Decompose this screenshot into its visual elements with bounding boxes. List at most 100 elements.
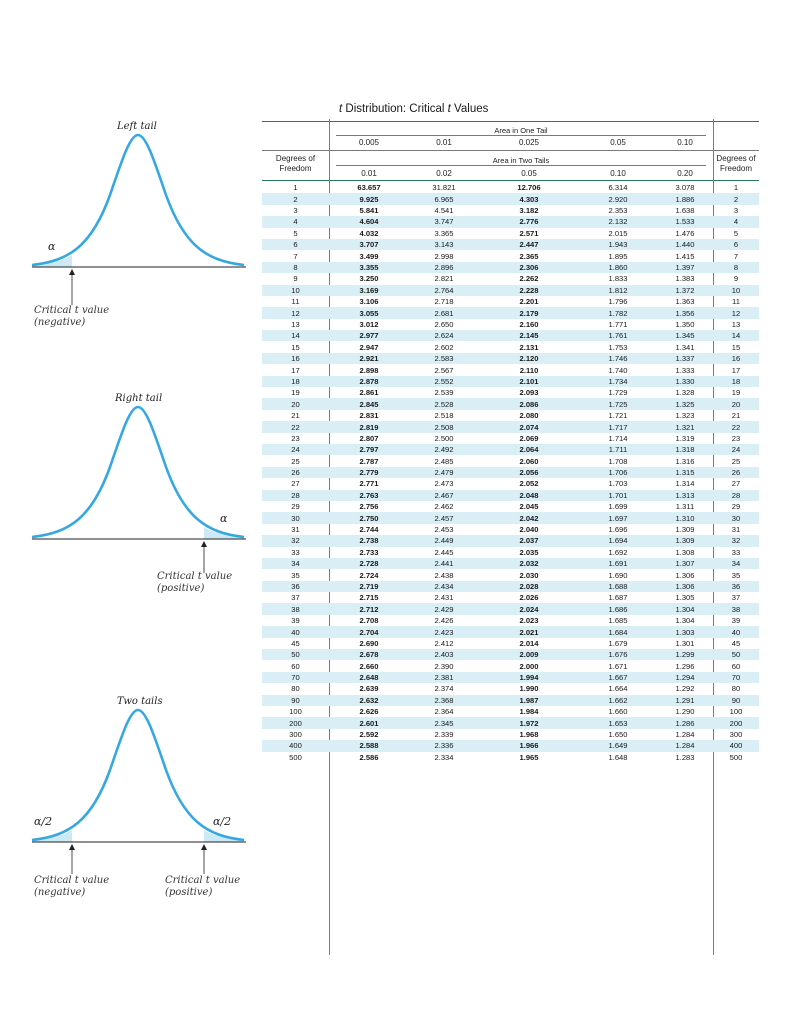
- cell-t-001: 2.492: [434, 445, 454, 455]
- two-tail-underline: [336, 165, 706, 166]
- cell-t-001: 2.390: [434, 661, 454, 671]
- cell-t-005: 1.662: [608, 695, 628, 705]
- cell-t-0025: 1.990: [519, 684, 539, 694]
- cell-t-0005: 2.712: [359, 604, 379, 614]
- cell-df: 18: [291, 376, 300, 386]
- cell-t-005: 2.132: [608, 217, 628, 227]
- cell-t-001: 2.821: [434, 274, 454, 284]
- cell-t-0005: 5.841: [359, 206, 379, 216]
- cell-t-010: 1.286: [675, 718, 695, 728]
- cell-df-right: 35: [731, 570, 741, 580]
- two-tail-caption-right: Critical t value (positive): [165, 875, 241, 898]
- table-row: 500 2.586 2.334 1.965 1.648 1.283 500: [262, 752, 759, 763]
- cell-t-010: 1.319: [675, 433, 695, 443]
- cell-t-001: 2.441: [434, 559, 454, 569]
- cell-df: 14: [291, 331, 300, 341]
- table-row: 400 2.588 2.336 1.966 1.649 1.284 400: [262, 740, 759, 752]
- table-row: 45 2.690 2.412 2.014 1.679 1.301 45: [262, 638, 759, 649]
- cell-t-0005: 2.592: [359, 730, 379, 740]
- cell-df-right: 13: [731, 319, 741, 329]
- cell-t-0005: 2.831: [359, 411, 379, 421]
- cell-t-001: 2.412: [434, 638, 454, 648]
- cell-t-010: 1.318: [675, 445, 695, 455]
- cell-t-0005: 3.250: [359, 274, 379, 284]
- cell-df: 9: [293, 274, 298, 284]
- cell-t-0005: 4.032: [359, 228, 379, 238]
- cell-t-0025: 12.706: [517, 183, 541, 193]
- cell-df-right: 18: [731, 376, 741, 386]
- cell-t-005: 1.697: [608, 513, 628, 523]
- table-row: 19 2.861 2.539 2.093 1.729 1.328 19: [262, 387, 759, 398]
- cell-t-005: 1.796: [608, 297, 628, 307]
- cell-t-010: 1.313: [675, 490, 695, 500]
- cell-df-right: 100: [729, 707, 743, 717]
- cell-t-005: 1.650: [608, 730, 628, 740]
- cell-t-0025: 2.024: [519, 604, 539, 614]
- cell-t-0005: 3.106: [359, 297, 379, 307]
- table-row: 26 2.779 2.479 2.056 1.706 1.315 26: [262, 466, 759, 479]
- cell-t-0025: 2.030: [519, 570, 539, 580]
- cell-t-0005: 2.704: [359, 627, 379, 637]
- cell-t-0005: 2.715: [359, 593, 379, 603]
- cell-t-0025: 2.042: [519, 513, 539, 523]
- cell-df: 31: [291, 525, 300, 535]
- cell-df: 26: [291, 468, 300, 478]
- table-row: 2 9.925 6.965 4.303 2.920 1.886 2: [262, 193, 759, 205]
- cell-t-0025: 2.023: [519, 616, 539, 626]
- cell-t-001: 2.567: [434, 365, 454, 375]
- cell-t-001: 3.365: [434, 228, 454, 238]
- cell-t-010: 1.333: [675, 365, 695, 375]
- cell-df: 23: [291, 433, 300, 443]
- cell-t-001: 2.528: [434, 399, 454, 409]
- cell-t-005: 1.684: [608, 627, 628, 637]
- left-tail-alpha: α: [48, 240, 56, 253]
- cell-t-010: 1.299: [675, 650, 695, 660]
- cell-t-005: 1.771: [608, 319, 628, 329]
- cell-t-001: 2.718: [434, 297, 454, 307]
- cell-t-001: 2.467: [434, 490, 454, 500]
- cell-t-0005: 2.724: [359, 570, 379, 580]
- table-row: 29 2.756 2.462 2.045 1.699 1.311 29: [262, 501, 759, 512]
- cell-t-010: 1.363: [675, 297, 695, 307]
- cell-df-right: 10: [731, 285, 741, 295]
- two-tail-area-title: Area in Two Tails: [492, 156, 550, 165]
- one-tail-head-2: 0.025: [518, 138, 540, 147]
- cell-t-010: 1.315: [675, 468, 695, 478]
- cell-df-right: 80: [731, 684, 741, 694]
- cell-df-right: 90: [731, 695, 741, 705]
- header-mid-rule: [262, 150, 759, 151]
- cell-df-right: 70: [731, 673, 741, 683]
- cell-t-0005: 2.977: [359, 331, 379, 341]
- table-row: 18 2.878 2.552 2.101 1.734 1.330 18: [262, 375, 759, 388]
- cell-t-0025: 1.984: [519, 707, 539, 717]
- cell-t-001: 2.345: [434, 718, 454, 728]
- cell-df: 22: [291, 422, 300, 432]
- cell-df: 11: [291, 297, 300, 307]
- cell-t-005: 1.833: [608, 274, 628, 284]
- cell-t-0005: 3.169: [359, 285, 379, 295]
- table-row: 100 2.626 2.364 1.984 1.660 1.290 100: [262, 706, 759, 717]
- cell-t-0005: 2.947: [359, 342, 379, 352]
- cell-t-010: 1.337: [675, 354, 695, 364]
- cell-t-001: 3.747: [434, 217, 454, 227]
- cell-t-001: 2.650: [434, 319, 454, 329]
- cell-t-0005: 2.819: [359, 422, 379, 432]
- cell-t-0025: 2.048: [519, 490, 539, 500]
- cell-t-0005: 2.719: [359, 581, 379, 591]
- cell-t-010: 1.350: [675, 319, 695, 329]
- cell-df: 13: [291, 319, 300, 329]
- cell-t-010: 1.308: [675, 547, 695, 557]
- cell-t-001: 2.681: [434, 308, 454, 318]
- cell-t-010: 1.296: [675, 661, 695, 671]
- cell-t-005: 1.812: [608, 285, 628, 295]
- cell-t-001: 2.374: [434, 684, 454, 694]
- one-tail-head-0: 0.005: [358, 138, 380, 147]
- cell-df-right: 29: [731, 502, 741, 512]
- cell-df: 400: [289, 741, 302, 751]
- cell-df-right: 31: [731, 525, 741, 535]
- cell-t-010: 1.372: [675, 285, 695, 295]
- cell-t-0025: 2.037: [519, 536, 539, 546]
- cell-df: 35: [291, 570, 300, 580]
- cell-t-005: 6.314: [608, 183, 628, 193]
- cell-t-0005: 2.648: [359, 673, 379, 683]
